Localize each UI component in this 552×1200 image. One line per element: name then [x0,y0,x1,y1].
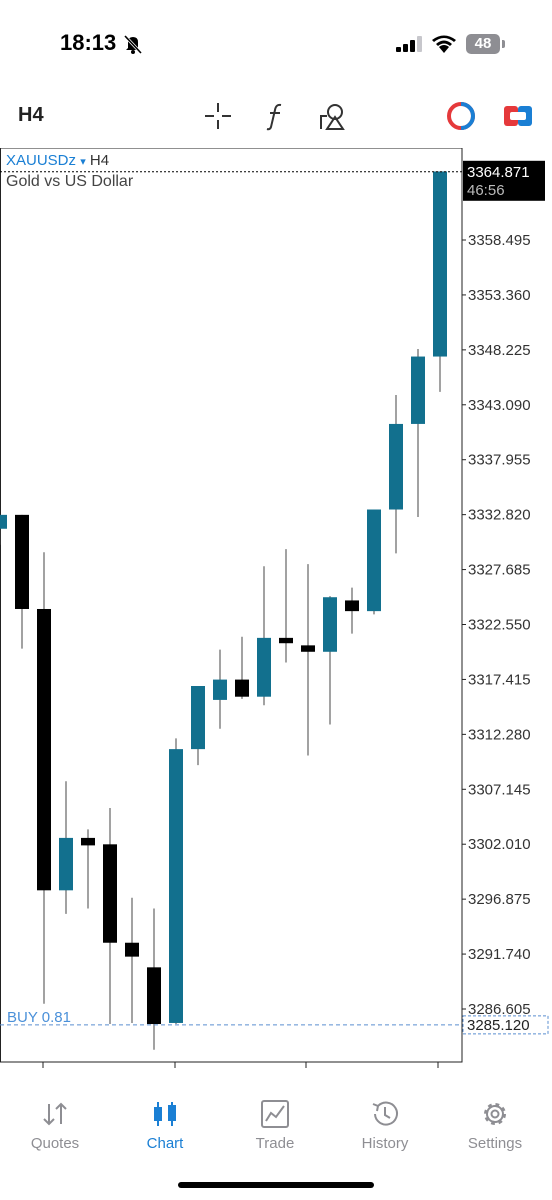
candle-body[interactable] [433,171,447,357]
cellular-signal-icon [396,36,422,52]
tab-trade[interactable]: Trade [220,1090,330,1160]
symbol-dropdown-icon[interactable]: ▾ [80,156,86,168]
buy-order-price-box[interactable] [462,1015,549,1035]
y-tick-label: 3296.875 [468,891,531,908]
y-tick-label: 3317.415 [468,671,531,688]
candle-body[interactable] [367,509,381,612]
one-click-trading-icon[interactable] [445,100,477,132]
y-tick-label: 3343.090 [468,397,531,414]
symbol-timeframe: H4 [89,152,110,169]
timeframe-button[interactable]: H4 [18,104,44,126]
candle-body[interactable] [59,837,73,891]
y-tick-label: 3302.010 [468,836,531,853]
candle-countdown: 46:56 [467,182,505,199]
candle-body[interactable] [15,514,29,609]
candle-body[interactable] [257,637,271,697]
price-chart[interactable]: 3358.495 3353.360 3348.225 3343.090 3337.955… [0,148,552,1068]
buy-order-price-label: 3285.120 [467,1017,530,1034]
history-icon [372,1101,398,1126]
quotes-icon [43,1102,67,1126]
current-price-label: 3364.871 [467,164,530,181]
tab-history-label: History [361,1135,409,1152]
battery-indicator: 48 [466,34,500,54]
tab-chart[interactable]: Chart [110,1090,220,1160]
candle-body[interactable] [279,637,293,644]
tab-trade-label: Trade [255,1135,295,1152]
y-tick-label: 3353.360 [468,287,531,304]
y-tick-label: 3348.225 [468,342,531,359]
y-tick-label: 3312.280 [468,726,531,743]
current-price-box [463,160,545,201]
home-indicator [178,1182,374,1188]
trade-icon [261,1100,289,1128]
plot-frame [0,148,463,1063]
candle-body[interactable] [37,608,51,891]
tab-settings-label: Settings [467,1135,523,1152]
candle-body[interactable] [0,514,7,529]
y-tick-label: 3337.955 [468,452,531,469]
tab-history[interactable]: History [330,1090,440,1160]
objects-icon[interactable] [318,100,350,132]
symbol-description: Gold vs US Dollar [6,173,134,190]
symbol-name[interactable]: XAUUSDz [6,152,77,169]
bottom-tab-bar: Quotes Chart Trade History Setti [0,1090,552,1160]
candle-body[interactable] [235,679,249,697]
candle-body[interactable] [103,844,117,943]
candle-body[interactable] [345,600,359,612]
candle-body[interactable] [213,679,227,700]
y-tick-label: 3307.145 [468,781,531,798]
status-time: 18:13 [60,30,117,55]
battery-cap [502,40,505,48]
y-tick-label: 3291.740 [468,946,531,963]
buy-order-label[interactable]: BUY 0.81 [7,1009,71,1026]
y-tick-label: 3322.550 [468,617,531,634]
candle-body[interactable] [147,967,161,1025]
tab-quotes[interactable]: Quotes [0,1090,110,1160]
candle-body[interactable] [301,645,315,652]
bell-muted-icon [123,34,143,54]
candle-body[interactable] [389,423,403,510]
candle-body[interactable] [323,597,337,652]
tab-chart-label: Chart [146,1135,184,1152]
y-tick-label: 3332.820 [468,507,531,524]
crosshair-icon[interactable] [202,100,234,132]
indicators-icon[interactable] [260,100,292,132]
symbol-label[interactable]: XAUUSDz ▾ H4 [6,152,109,169]
candle-body[interactable] [411,356,425,424]
trade-panel-icon[interactable] [502,100,534,132]
tab-settings[interactable]: Settings [440,1090,550,1160]
chart-icon [154,1102,176,1126]
y-tick-label: 3327.685 [468,562,531,579]
y-tick-label: 3286.605 [468,1001,531,1018]
candle-body[interactable] [81,837,95,846]
candle-body[interactable] [191,686,205,750]
tab-quotes-label: Quotes [30,1135,80,1152]
wifi-icon [432,35,456,53]
status-bar: 18:13 48 [0,0,552,90]
candle-body[interactable] [169,749,183,1023]
settings-icon [484,1103,506,1125]
candle-body[interactable] [125,942,139,957]
y-tick-label: 3358.495 [468,232,531,249]
chart-toolbar: H4 [0,92,552,140]
